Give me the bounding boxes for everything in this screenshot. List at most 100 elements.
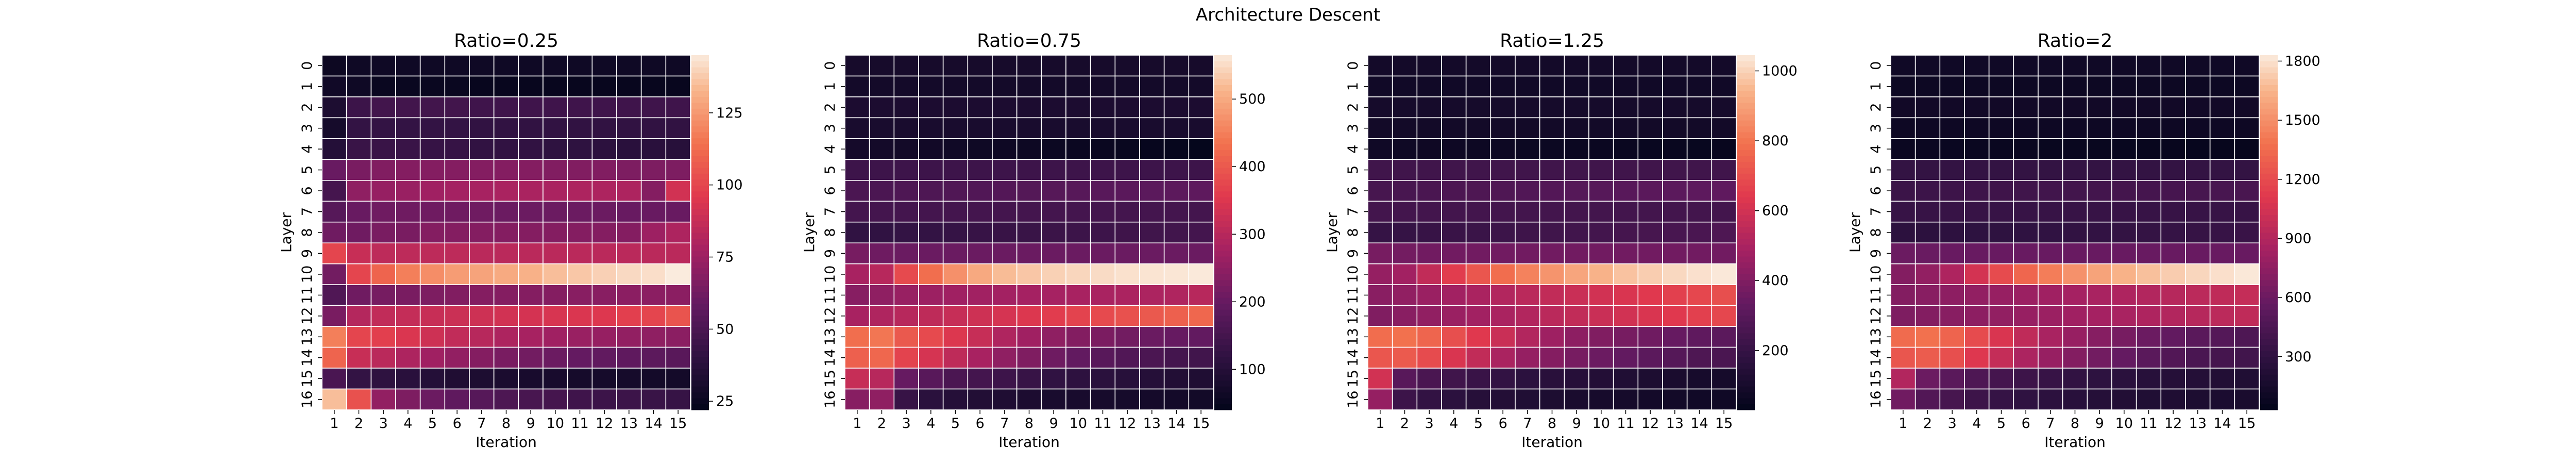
heatmap-cell [1465, 180, 1492, 202]
colorbar-band [2260, 309, 2278, 316]
heatmap-cell [2013, 180, 2039, 202]
heatmap-cell [942, 305, 969, 327]
heatmap-cell [918, 388, 944, 410]
x-tick-label: 3 [379, 416, 388, 432]
heatmap-cell [1065, 368, 1091, 390]
heatmap-cell [1613, 221, 1639, 244]
heatmap-cell [444, 159, 470, 181]
y-tick-label: 10 [1868, 266, 1884, 283]
heatmap-cell [1392, 242, 1418, 264]
y-axis-label: Layer [1324, 212, 1341, 253]
heatmap-cell [1711, 346, 1737, 369]
x-tick-label: 5 [1474, 416, 1483, 432]
colorbar-band [2260, 209, 2278, 216]
heatmap-cell [1939, 159, 1965, 181]
colorbar-band [1214, 214, 1232, 221]
heatmap-cell [1711, 305, 1737, 327]
heatmap-cell [543, 346, 568, 369]
colorbar-band [691, 126, 709, 132]
heatmap-cell [2160, 117, 2186, 139]
heatmap-cell [395, 159, 421, 181]
heatmap-cell [518, 180, 544, 202]
heatmap-cell [1065, 159, 1091, 181]
heatmap-cell [1465, 346, 1492, 369]
heatmap-cell [918, 117, 944, 139]
colorbar-band [691, 90, 709, 97]
heatmap-cell [1416, 284, 1442, 306]
heatmap-cell [321, 138, 347, 160]
heatmap-cell [1637, 346, 1663, 369]
colorbar-band [1737, 102, 1755, 109]
heatmap-cell [321, 201, 347, 223]
x-tick-label: 10 [547, 416, 564, 432]
heatmap-cell [1564, 221, 1589, 244]
heatmap-cell [1490, 75, 1516, 97]
heatmap-cell [1139, 263, 1165, 285]
heatmap-cell [1539, 284, 1565, 306]
heatmap-cell [370, 180, 396, 202]
y-tick-label: 1 [1345, 82, 1361, 91]
colorbar-band [691, 173, 709, 180]
heatmap-cell [1392, 138, 1418, 160]
colorbar-band [2260, 102, 2278, 109]
heatmap-cell [1392, 305, 1418, 327]
heatmap-cell [1367, 117, 1393, 139]
heatmap-cell [395, 284, 421, 306]
colorbar-band [1214, 279, 1232, 286]
heatmap-cell [1662, 388, 1688, 410]
colorbar-band [1737, 303, 1755, 310]
heatmap-cell [419, 326, 446, 348]
heatmap-cell [2160, 221, 2186, 244]
heatmap-cell [2234, 96, 2260, 119]
heatmap-cell [321, 221, 347, 244]
heatmap-cell [665, 221, 691, 244]
heatmap-cell [1564, 263, 1589, 285]
colorbar-band [1737, 315, 1755, 322]
y-tick-label: 15 [822, 370, 838, 387]
heatmap-cell [1114, 138, 1140, 160]
y-tick-label: 0 [822, 61, 838, 70]
heatmap-cell [640, 138, 667, 160]
heatmap-cell [419, 305, 446, 327]
colorbar-band [2260, 120, 2278, 127]
y-tick-label: 13 [299, 328, 315, 345]
heatmap-cell [1490, 117, 1516, 139]
heatmap-cell [2185, 55, 2211, 77]
heatmap-cell [893, 159, 919, 181]
heatmap-cell [2087, 55, 2112, 77]
colorbar-band [1214, 274, 1232, 280]
y-tick-label: 5 [1868, 165, 1884, 174]
heatmap-cell [1016, 201, 1042, 223]
heatmap-cell [1515, 180, 1540, 202]
heatmap-cell [2038, 242, 2063, 264]
heatmap-cell [2111, 180, 2137, 202]
y-tick-label: 2 [1345, 103, 1361, 112]
colorbar-band [1737, 161, 1755, 168]
heatmap-cell [1188, 388, 1214, 410]
heatmap-cell [1016, 326, 1042, 348]
heatmap-cell [1637, 75, 1663, 97]
y-tick-label: 10 [1345, 266, 1361, 283]
heatmap-cell [1065, 263, 1091, 285]
heatmap-cell [942, 180, 969, 202]
heatmap-cell [2160, 75, 2186, 97]
heatmap-cell [1662, 242, 1688, 264]
heatmap-cell [2160, 242, 2186, 264]
heatmap-cell [992, 159, 1018, 181]
heatmap-cell [2234, 284, 2260, 306]
heatmap-cell [967, 55, 993, 77]
heatmap-cell [1711, 368, 1737, 390]
heatmap-cell [918, 242, 944, 264]
colorbar-band [1737, 90, 1755, 97]
heatmap-cell [2062, 96, 2088, 119]
y-tick-label: 4 [822, 145, 838, 154]
heatmap-cell [2136, 263, 2162, 285]
heatmap-cell [1539, 305, 1565, 327]
colorbar-band [2260, 173, 2278, 180]
heatmap-cell [370, 221, 396, 244]
heatmap-cell [1188, 346, 1214, 369]
heatmap-cell [640, 117, 667, 139]
heatmap-cell [395, 201, 421, 223]
heatmap-cell [1890, 138, 1916, 160]
colorbar-band [691, 327, 709, 334]
